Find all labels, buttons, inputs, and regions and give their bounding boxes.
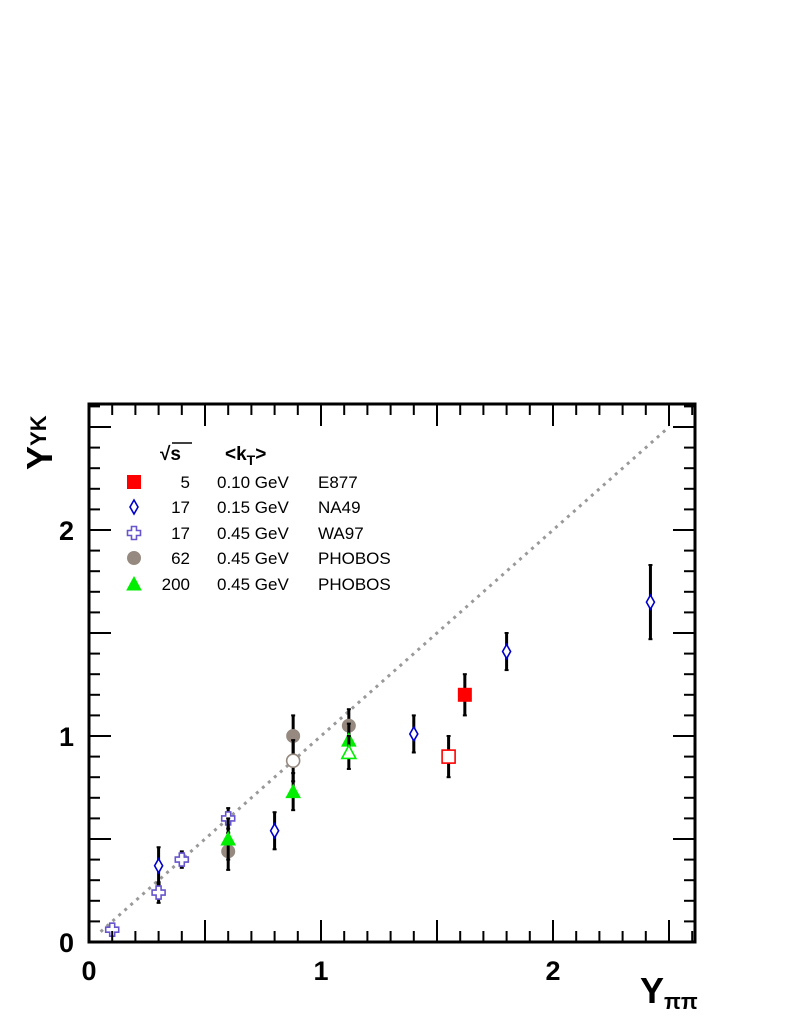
legend-header-kt-close: > xyxy=(255,444,266,465)
x-tick-label-1: 1 xyxy=(313,956,328,986)
data-point xyxy=(441,749,456,764)
legend-name: NA49 xyxy=(318,498,361,517)
data-point xyxy=(457,687,472,702)
data-point xyxy=(104,922,120,937)
x-axis-label: Yππ xyxy=(640,970,698,1014)
legend-sqrt-s: 62 xyxy=(171,549,190,568)
legend-sqrt-s: 17 xyxy=(171,498,190,517)
legend-sqrt-s: 5 xyxy=(181,473,190,492)
y-tick-label-1: 1 xyxy=(59,722,74,752)
legend-kt: 0.45 GeV xyxy=(217,549,289,568)
legend-row-e877: 5 0.10 GeV E877 xyxy=(181,473,358,492)
legend-kt: 0.45 GeV xyxy=(217,524,289,543)
series-wa97-17 xyxy=(104,807,236,937)
x-axis-label-main: Y xyxy=(640,970,664,1011)
data-point xyxy=(220,830,237,846)
data-point xyxy=(269,822,280,840)
x-tick-label-0: 0 xyxy=(81,956,96,986)
legend-marker xyxy=(126,575,142,591)
legend-kt: 0.45 GeV xyxy=(217,575,289,594)
data-point xyxy=(645,593,656,611)
series-na49-17 xyxy=(153,564,656,886)
legend-kt: 0.15 GeV xyxy=(217,498,289,517)
legend-name: E877 xyxy=(318,473,358,492)
data-point xyxy=(151,885,166,900)
series-e877-5 xyxy=(441,673,472,779)
legend-kt: 0.10 GeV xyxy=(217,473,289,492)
legend-marker xyxy=(127,475,141,489)
legend-header-kt-sub: T xyxy=(247,452,256,468)
data-point xyxy=(153,857,164,875)
y-tick-label-0: 0 xyxy=(59,928,74,958)
y-tick-label-2: 2 xyxy=(59,516,74,546)
data-point xyxy=(501,642,512,661)
data-point xyxy=(285,783,301,799)
legend-marker xyxy=(127,551,141,565)
legend-row-na49: 17 0.15 GeV NA49 xyxy=(171,498,360,517)
axis-ticks xyxy=(88,404,695,943)
plot-frame xyxy=(87,402,697,944)
legend-sqrt-s: 200 xyxy=(162,575,190,594)
data-point xyxy=(174,852,190,867)
y-axis-label-sub: YK xyxy=(26,415,51,446)
legend-row-phobos-62: 62 0.45 GeV PHOBOS xyxy=(171,549,391,568)
data-marks xyxy=(104,564,656,937)
reference-line xyxy=(99,425,670,933)
legend-row-wa97: 17 0.45 GeV WA97 xyxy=(171,524,364,543)
legend-name: WA97 xyxy=(318,524,364,543)
legend-header-sqrt-s: √s xyxy=(160,444,181,465)
legend-name: PHOBOS xyxy=(318,549,391,568)
legend-markers xyxy=(126,475,142,591)
data-point xyxy=(340,743,358,760)
y-axis-label-main: Y xyxy=(19,446,60,470)
legend-row-phobos-200: 200 0.45 GeV PHOBOS xyxy=(162,575,391,594)
series-phobos-200 xyxy=(220,722,358,861)
legend-marker xyxy=(129,498,139,516)
x-axis-label-sub: ππ xyxy=(664,989,698,1014)
x-tick-label-2: 2 xyxy=(545,956,560,986)
legend-marker xyxy=(126,525,142,541)
legend-header-kt: <kT> xyxy=(225,444,266,468)
y-axis-label: YYK xyxy=(19,415,60,470)
legend-sqrt-s: 17 xyxy=(171,524,190,543)
legend-header-kt-open: <k xyxy=(225,444,247,465)
legend: √s <kT> 5 0.10 GeV E877 17 0.15 GeV NA49… xyxy=(126,442,391,594)
data-point xyxy=(285,753,301,769)
legend-name: PHOBOS xyxy=(318,575,391,594)
data-point xyxy=(408,725,419,743)
series-phobos-62 xyxy=(221,708,356,871)
